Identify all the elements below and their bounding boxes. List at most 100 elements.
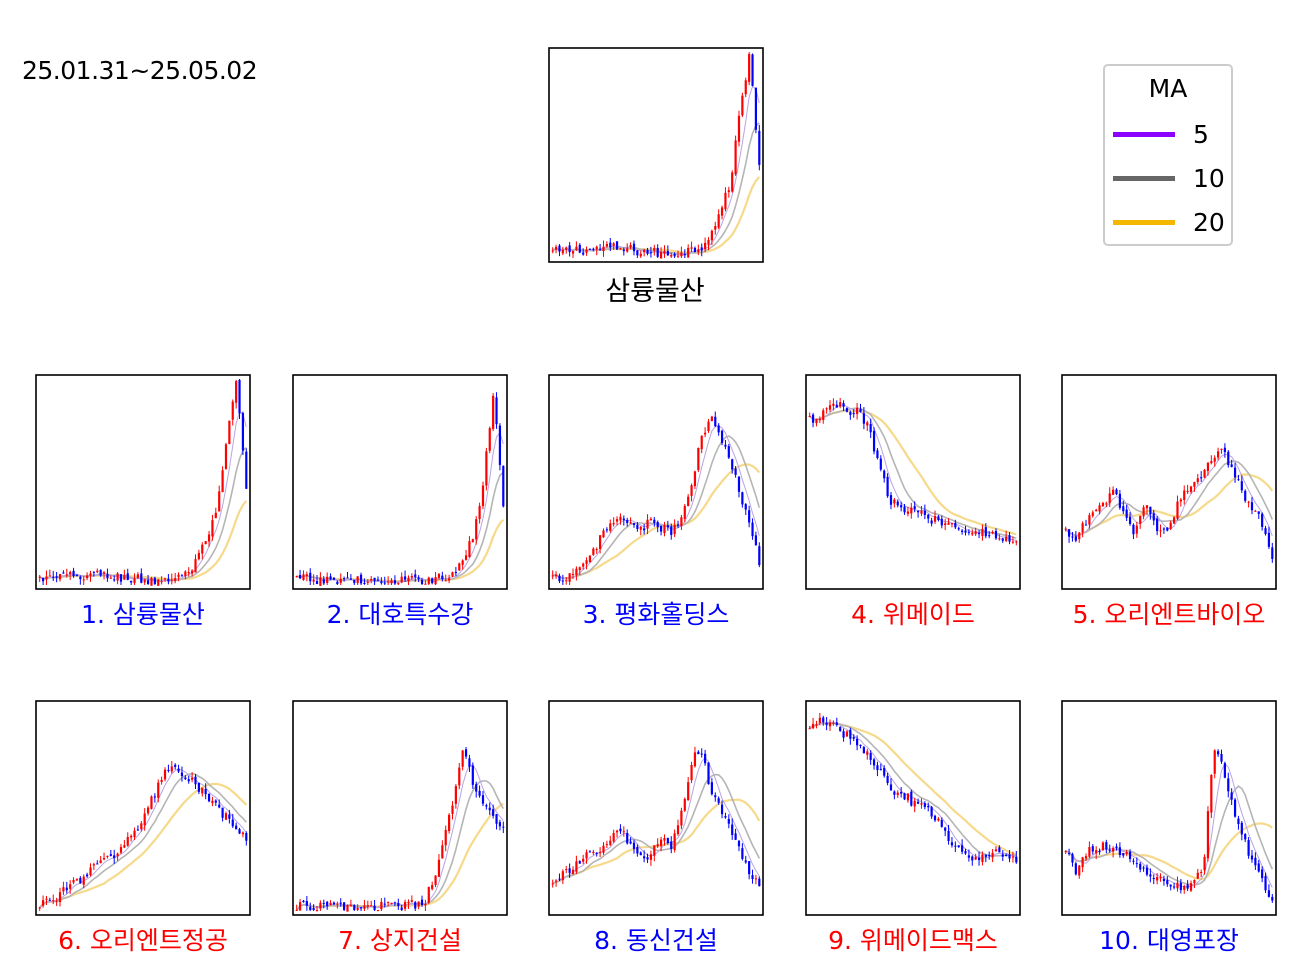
panel-5-frame (1061, 374, 1277, 590)
panel-10-candle-body (1084, 856, 1088, 859)
panel-1-candle-body (133, 578, 136, 584)
panel-5-candle-body (1166, 527, 1169, 531)
panel-8-candle-body (710, 782, 713, 795)
panel-10-candle-body (1112, 848, 1115, 852)
panel-7-candle-body (495, 814, 498, 824)
panel-10-candle-body (1206, 811, 1210, 859)
main-chart-candle-body (748, 54, 751, 82)
panel-4-candle-body (933, 516, 937, 522)
panel-9-candle-body (859, 744, 862, 747)
panel-7-candle-body (305, 901, 308, 906)
panel-4-candle-body (815, 418, 818, 424)
panel-9-candle-body (852, 737, 855, 739)
panel-6-plot-area (36, 701, 250, 915)
panel-10-candle-body (1088, 847, 1091, 857)
panel-9-candle-body (849, 729, 852, 739)
panel-1-candle-body (214, 512, 217, 519)
panel-1-candle-body (146, 580, 150, 584)
main-chart-candle-body (697, 249, 700, 252)
panel-4-candle-body (862, 413, 865, 424)
panel-1-candle-body (241, 412, 245, 451)
panel-7-candle-body (420, 899, 424, 906)
panel-1-candle-body (177, 574, 180, 578)
panel-9-candle-body (1011, 856, 1015, 858)
panel-3-candle-body (636, 524, 639, 529)
panel-3-candle-body (588, 555, 592, 563)
panel-10-candle-body (1162, 879, 1166, 882)
panel-10-candle-body (1064, 851, 1067, 853)
panel-8-candle-body (670, 841, 673, 849)
panel-9-candle-body (910, 791, 913, 806)
panel-10-candle-body (1213, 750, 1216, 774)
panel-5-candle-body (1098, 505, 1101, 512)
panel-5-candle-body (1139, 515, 1142, 524)
panel-1-candle-body (207, 534, 211, 542)
panel-6-candle-body (75, 879, 79, 881)
panel-7-candle-body (390, 902, 393, 905)
panel-10-candle-body (1247, 840, 1250, 856)
panel-4-candle-body (937, 516, 940, 521)
panel-3-candle-body (575, 568, 578, 576)
main-chart-candle-body (622, 249, 625, 252)
panel-3-candle-body (659, 525, 663, 532)
panel-5-candle-body (1149, 506, 1152, 515)
panel-1-candle-body (130, 580, 133, 583)
panel-5-candle-body (1162, 528, 1166, 530)
panel-3-candle-body (592, 548, 595, 555)
main-chart-candle-body (599, 248, 602, 250)
panel-9-candle-body (954, 845, 957, 847)
panel-6-ma5-line (39, 768, 247, 908)
panel-1-candle-body (140, 573, 143, 583)
panel-8-candle-body (612, 833, 615, 842)
panel-6-title: 6. 오리엔트정공 (58, 926, 228, 955)
panel-7-candle-body (431, 885, 434, 889)
main-chart-candle-body (717, 214, 720, 228)
panel-1-candle-body (191, 570, 194, 574)
panel-7-candle-body (353, 905, 356, 910)
panel-4-candle-body (977, 532, 981, 535)
panel-4-candle-body (994, 530, 998, 539)
panel-6-candle-body (245, 832, 248, 841)
panel-4-candle-body (811, 414, 815, 423)
panel-3-candle-body (720, 430, 724, 443)
panel-2-candle-body (336, 581, 339, 584)
panel-5-candle-body (1203, 470, 1206, 478)
panel-8-candle-body (636, 846, 639, 854)
panel-10-candle-body (1240, 822, 1243, 835)
panel-10-candle-body (1189, 883, 1193, 891)
panel-7-candle-body (464, 749, 468, 757)
panel-7-title: 7. 상지건설 (338, 926, 462, 955)
panel-9-candle-body (828, 722, 832, 727)
panel-6-candle-body (187, 779, 190, 782)
panel-9-candle-body (1015, 856, 1018, 863)
panel-4-candle-body (825, 408, 828, 410)
panel-9-candle-body (937, 818, 940, 821)
panel-2-candle-body (319, 577, 322, 586)
panel-9-candle-body (967, 855, 970, 858)
panel-10-candle-body (1176, 882, 1179, 889)
panel-10-candle-body (1267, 890, 1271, 897)
panel-4-candle-body (991, 531, 994, 534)
panel-1-candle-body (41, 577, 45, 582)
panel-4-candle-body (859, 408, 862, 412)
panel-7-candle-body (434, 875, 437, 885)
panel-4-candle-body (988, 535, 991, 537)
panel-6-candle-body (150, 796, 153, 809)
panel-3-candle-body (595, 549, 598, 551)
panel-4-candle-body (967, 531, 970, 533)
panel-5-candle-body (1081, 523, 1084, 533)
panel-9-candle-body (964, 851, 967, 854)
panel-10-candle-body (1159, 877, 1162, 879)
main-chart-candle-body (734, 140, 737, 175)
panel-5-candle-body (1193, 481, 1196, 487)
panel-8-candle-body (727, 818, 730, 824)
panel-10-candle-body (1237, 818, 1240, 825)
panel-8-candle-body (720, 804, 724, 815)
panel-3-candle-body (578, 567, 581, 571)
panel-2-candle-body (387, 581, 390, 583)
panel-10-candle-body (1098, 851, 1101, 853)
panel-1-candle-body (92, 571, 95, 573)
panel-10-candle-body (1264, 876, 1267, 891)
panel-6-candle-body (235, 825, 238, 830)
main-chart-candle-body (680, 252, 683, 257)
